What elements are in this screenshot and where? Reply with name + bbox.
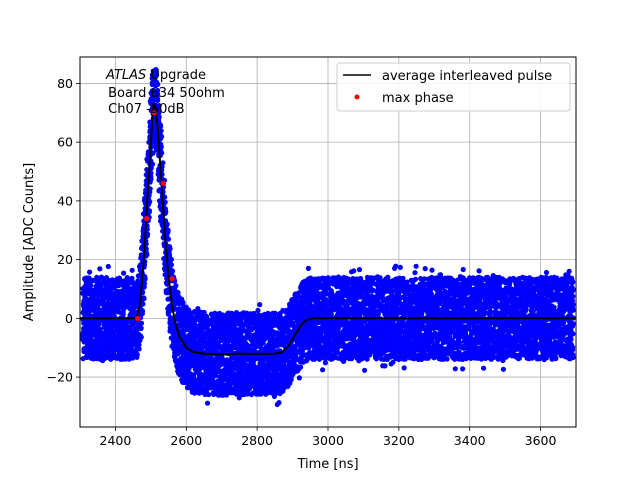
legend-box — [336, 62, 571, 112]
annotation-line-3: Ch07 -50dB — [104, 102, 185, 117]
y-tick-label: 20 — [57, 252, 73, 267]
legend-label-average-pulse: average interleaved pulse — [382, 69, 552, 84]
max-phase-point — [169, 276, 175, 282]
annotation-atlas: ATLAS — [105, 68, 146, 83]
x-tick-label: 2600 — [170, 433, 202, 448]
legend-label-max-phase: max phase — [382, 91, 454, 106]
x-tick-label: 3600 — [525, 433, 557, 448]
annotation-upgrade: Upgrade — [146, 68, 206, 83]
annotation-line-1: ATLAS Upgrade — [105, 68, 206, 83]
x-axis-label: Time [ns] — [296, 457, 358, 472]
y-tick-label: −20 — [47, 370, 73, 385]
x-tick-label: 3200 — [383, 433, 415, 448]
x-tick-label: 3400 — [454, 433, 486, 448]
x-tick-label: 2400 — [100, 433, 132, 448]
tick-layer: 2400 2600 2800 3000 3200 3400 3600 −20 0 20 40 60 80 — [47, 76, 557, 448]
atlas-annotation: ATLAS Upgrade Board 634 50ohm Ch07 -50dB — [104, 68, 225, 117]
legend: average interleaved pulse max phase — [336, 62, 571, 112]
annotation-line-2: Board 634 50ohm — [104, 86, 225, 101]
grid-layer — [80, 57, 576, 427]
max-phase-layer — [135, 110, 175, 321]
x-tick-label: 2800 — [241, 433, 273, 448]
max-phase-point — [135, 315, 141, 321]
y-tick-label: 0 — [65, 311, 73, 326]
y-tick-label: 40 — [57, 193, 73, 208]
average-pulse-layer — [80, 103, 576, 356]
noise-sample-cloud — [80, 66, 576, 408]
y-axis-label: Amplitude [ADC Counts] — [22, 163, 37, 321]
y-tick-label: 80 — [57, 76, 73, 91]
x-tick-label: 3000 — [312, 433, 344, 448]
noise-samples-layer — [80, 66, 576, 408]
max-phase-point — [151, 110, 157, 116]
y-tick-label: 60 — [57, 135, 73, 150]
max-phase-point — [144, 215, 150, 222]
max-phase-point — [160, 180, 166, 186]
legend-marker-max-phase — [354, 94, 360, 100]
average-pulse-line — [80, 103, 576, 356]
